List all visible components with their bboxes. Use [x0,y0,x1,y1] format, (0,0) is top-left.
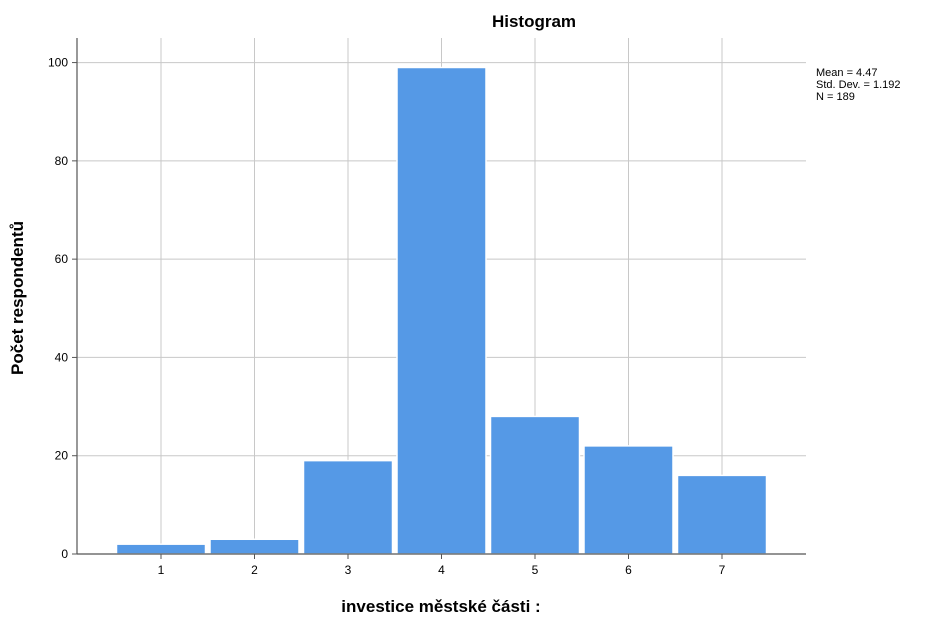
stats-mean: Mean = 4.47 [816,67,877,79]
x-tick-label: 5 [532,563,539,577]
tick-labels: 0 20 40 60 80 100 1 2 3 4 5 6 7 [48,56,726,577]
stats-std-dev: Std. Dev. = 1.192 [816,79,901,91]
x-tick-label: 2 [251,563,258,577]
bar [489,415,581,555]
y-tick-label: 40 [55,350,69,364]
x-tick-label: 7 [719,563,726,577]
bar [583,445,674,555]
y-tick-label: 0 [61,547,68,561]
y-tick-label: 100 [48,56,68,70]
x-tick-label: 4 [438,563,445,577]
y-tick-label: 80 [55,154,69,168]
y-tick-label: 20 [55,449,69,463]
chart-title: Histogram [492,12,576,31]
y-tick-label: 60 [55,252,69,266]
bar [676,474,768,555]
bar [396,66,487,555]
x-tick-label: 3 [345,563,352,577]
y-axis-title: Počet respondentů [8,221,27,375]
bar [115,543,207,555]
stats-box: Mean = 4.47 Std. Dev. = 1.192 N = 189 [816,67,901,103]
bars [115,66,768,555]
bar [209,538,300,555]
stats-n: N = 189 [816,91,855,103]
x-tick-label: 1 [158,563,165,577]
axes [72,38,806,559]
x-axis-title: investice městské části : [341,597,540,616]
bar [302,459,394,555]
x-tick-label: 6 [625,563,632,577]
